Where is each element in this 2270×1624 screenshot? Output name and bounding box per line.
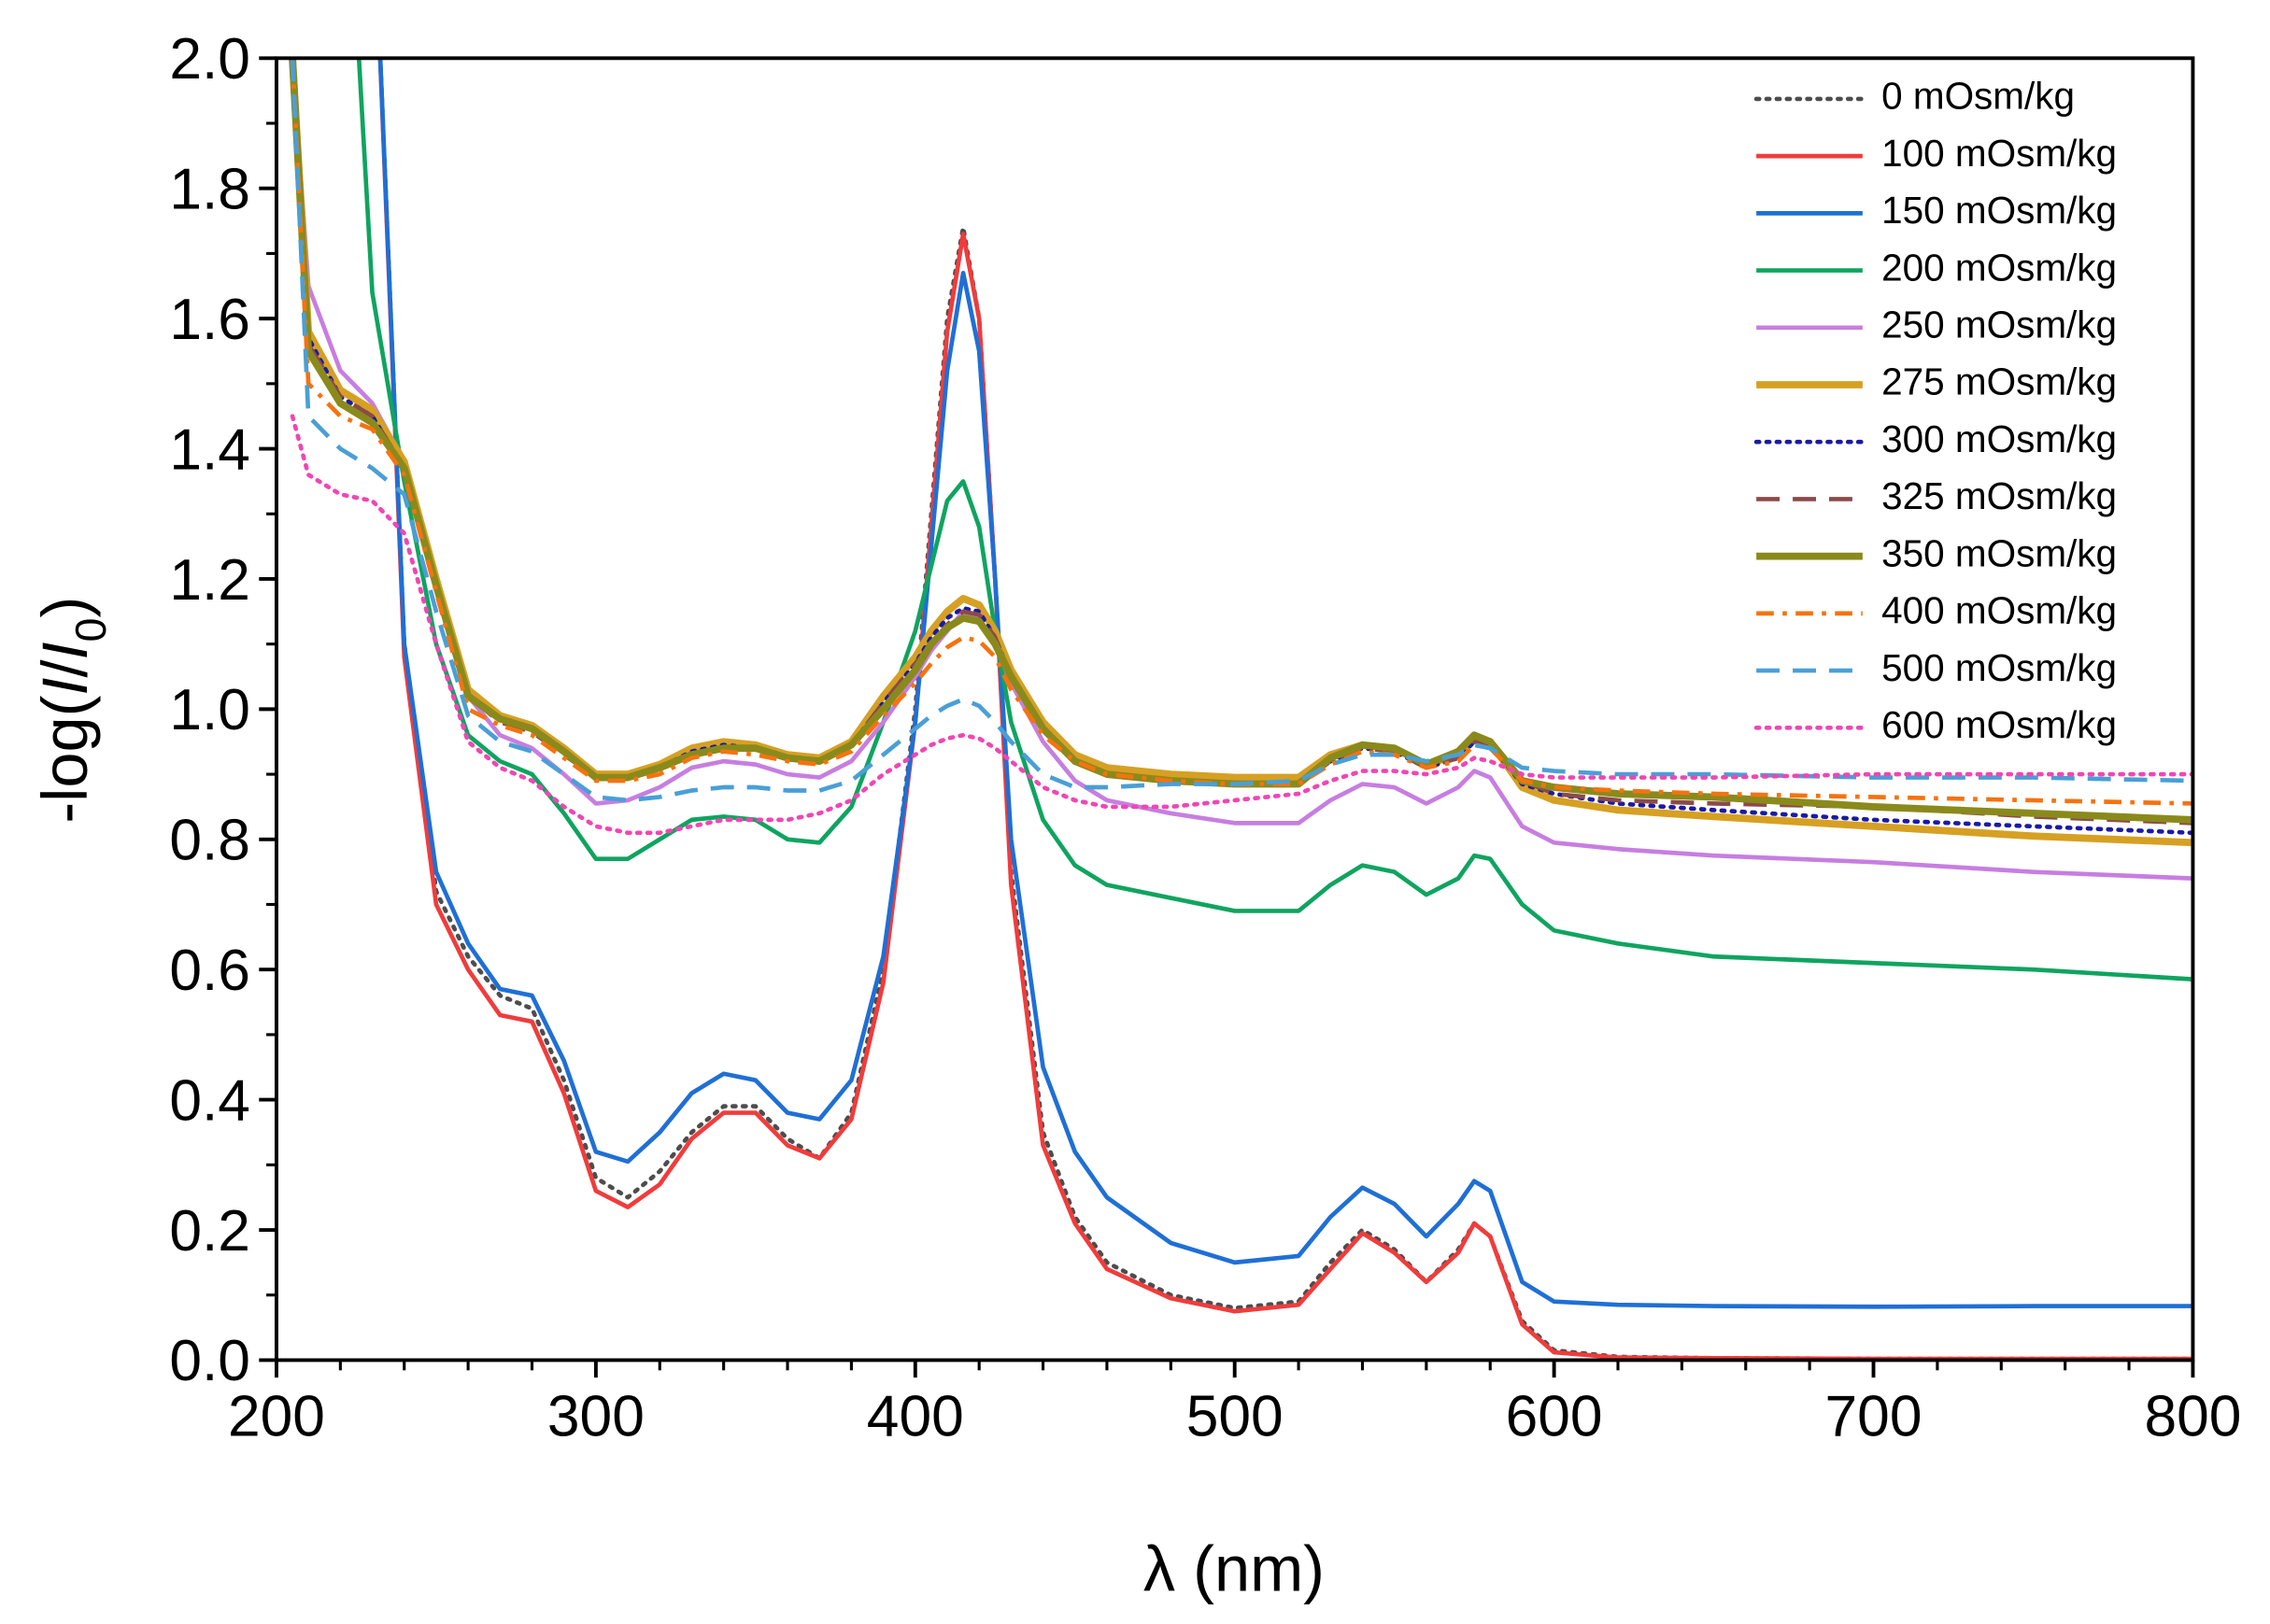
x-tick-label: 800 bbox=[2144, 1384, 2241, 1448]
y-tick-label: 1.6 bbox=[169, 288, 250, 352]
y-tick-label: 0.8 bbox=[169, 809, 250, 873]
x-tick-label: 400 bbox=[867, 1384, 964, 1448]
series-line bbox=[356, 58, 2193, 981]
y-tick-label: 1.0 bbox=[169, 678, 250, 742]
x-tick-label: 700 bbox=[1825, 1384, 1922, 1448]
series-line bbox=[290, 58, 2193, 803]
legend-label: 150 mOsm/kg bbox=[1881, 189, 2117, 232]
x-tick-label: 200 bbox=[228, 1384, 325, 1448]
legend-label: 500 mOsm/kg bbox=[1881, 646, 2117, 689]
y-tick-label: 0.2 bbox=[169, 1199, 250, 1264]
y-tick-label: 0.6 bbox=[169, 939, 250, 1003]
legend-label: 325 mOsm/kg bbox=[1881, 474, 2117, 517]
y-tick-label: 1.4 bbox=[169, 417, 250, 482]
legend-label: 100 mOsm/kg bbox=[1881, 132, 2117, 175]
y-axis-label: -log(I/I0) bbox=[29, 597, 115, 824]
x-tick-label: 300 bbox=[547, 1384, 645, 1448]
plot-area bbox=[289, 58, 2193, 1361]
series-line bbox=[377, 58, 2193, 1361]
y-tick-label: 2.0 bbox=[169, 27, 250, 92]
y-tick-label: 0.0 bbox=[169, 1329, 250, 1393]
series-line bbox=[289, 58, 2193, 824]
legend-label: 400 mOsm/kg bbox=[1881, 589, 2117, 632]
y-label-part: / bbox=[29, 659, 101, 678]
legend-label: 0 mOsm/kg bbox=[1881, 75, 2075, 118]
legend-label: 350 mOsm/kg bbox=[1881, 531, 2117, 574]
series-line bbox=[377, 58, 2193, 1361]
legend-label: 275 mOsm/kg bbox=[1881, 360, 2117, 403]
y-label-part: ) bbox=[29, 597, 101, 618]
legend-label: 200 mOsm/kg bbox=[1881, 246, 2117, 289]
y-label-part: I bbox=[29, 678, 101, 696]
legend-label: 600 mOsm/kg bbox=[1881, 703, 2117, 746]
y-tick-label: 1.2 bbox=[169, 548, 250, 613]
series-line bbox=[377, 58, 2193, 1309]
x-tick-label: 600 bbox=[1506, 1384, 1603, 1448]
legend-label: 250 mOsm/kg bbox=[1881, 303, 2117, 346]
x-axis-label: λ (nm) bbox=[1143, 1533, 1325, 1605]
y-tick-label: 0.4 bbox=[169, 1068, 250, 1133]
y-label-part: 0 bbox=[66, 617, 115, 642]
legend-label: 300 mOsm/kg bbox=[1881, 417, 2117, 460]
x-tick-label: 500 bbox=[1186, 1384, 1284, 1448]
y-tick-label: 1.8 bbox=[169, 158, 250, 222]
y-label-part: I bbox=[29, 642, 101, 659]
y-label-part: -log( bbox=[29, 695, 101, 823]
series-line bbox=[290, 414, 2193, 836]
